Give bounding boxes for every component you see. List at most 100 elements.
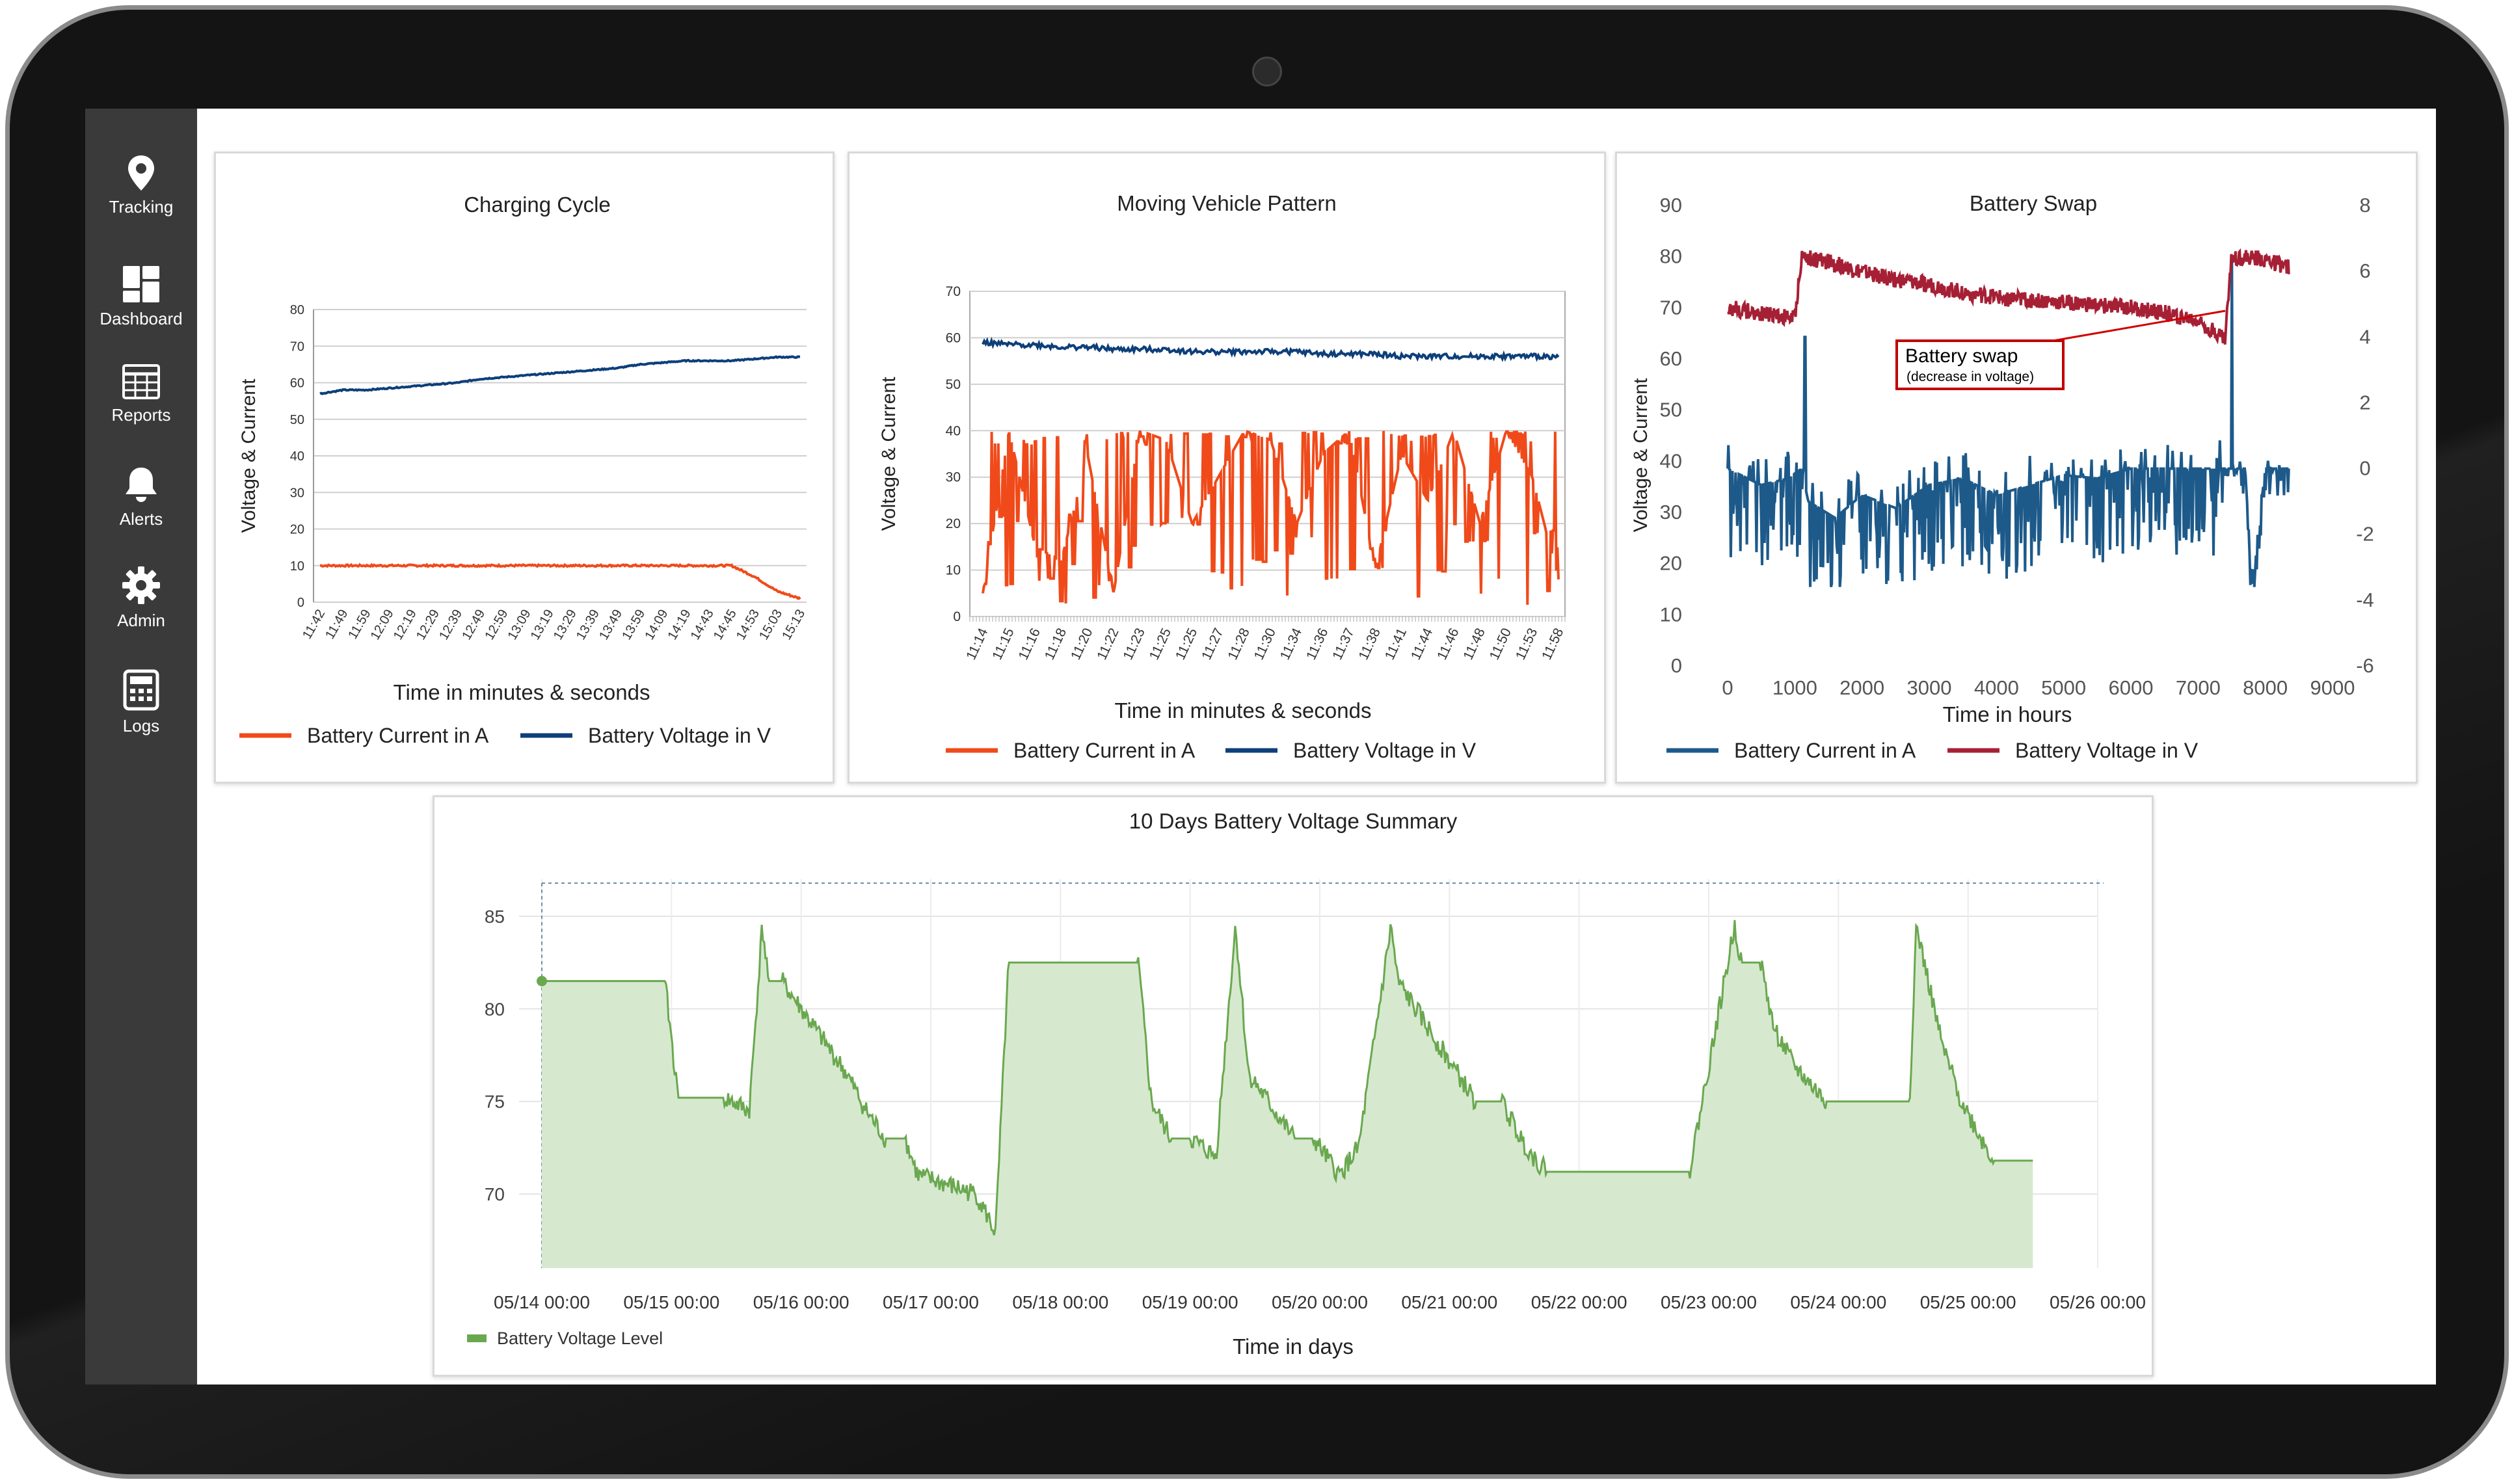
y2-tick-label: 8	[2359, 194, 2370, 217]
map-pin-icon	[128, 155, 154, 191]
legend-label: Battery Voltage in V	[1293, 739, 1477, 762]
sidebar-item-tracking[interactable]: Tracking	[85, 154, 197, 239]
x-tick-label: 0	[1722, 676, 1733, 699]
y-tick-label: 10	[1660, 603, 1682, 626]
x-tick-label: 1000	[1772, 676, 1817, 699]
x-tick-label: 05/14 00:00	[494, 1292, 590, 1312]
x-axis-label: Time in minutes & seconds	[394, 680, 650, 704]
annotation-subtext: (decrease in voltage)	[1906, 369, 2034, 384]
y-tick-label: 90	[1660, 194, 1682, 217]
sidebar-item-reports[interactable]: Reports	[85, 364, 197, 448]
camera-icon	[1252, 57, 1282, 86]
sidebar-item-label: Dashboard	[100, 309, 183, 328]
x-tick-label: 13:09	[505, 607, 534, 643]
x-tick-label: 11:25	[1173, 626, 1200, 662]
y-tick-label: 30	[946, 470, 961, 485]
y-tick-label: 0	[297, 596, 304, 610]
x-tick-label: 11:44	[1408, 626, 1436, 662]
voltage-summary-panel: 10 Days Battery Voltage Summary 70 75 80 85 0…	[433, 795, 2154, 1377]
bell-icon	[126, 468, 157, 502]
y-tick-label: 80	[290, 303, 304, 317]
sidebar-item-label: Alerts	[119, 509, 163, 529]
y-tick-label: 20	[946, 516, 961, 531]
x-tick-label: 11:16	[1016, 626, 1043, 662]
x-tick-label: 4000	[1974, 676, 2019, 699]
x-tick-label: 11:27	[1199, 626, 1226, 662]
y-axis-label: Voltage & Current	[1630, 378, 1651, 532]
chart-title: Battery Swap	[1970, 191, 2097, 215]
x-tick-label: 05/21 00:00	[1401, 1292, 1497, 1312]
x-tick-label: 13:49	[596, 607, 625, 643]
x-tick-label: 13:39	[574, 607, 602, 643]
sidebar-item-alerts[interactable]: Alerts	[85, 465, 197, 550]
x-tick-label: 11:41	[1382, 626, 1410, 662]
y-tick-label: 40	[1660, 449, 1682, 472]
legend-label: Battery Current in A	[1734, 739, 1916, 762]
x-tick-label: 05/16 00:00	[753, 1292, 849, 1312]
gear-icon	[122, 566, 160, 604]
y2-tick-label: -4	[2356, 589, 2374, 611]
chart-title: 10 Days Battery Voltage Summary	[1129, 809, 1458, 833]
x-tick-label: 11:22	[1094, 626, 1121, 662]
x-tick-label: 13:59	[619, 607, 648, 643]
x-tick-label: 11:20	[1068, 626, 1095, 662]
sidebar: Tracking Dashboard	[85, 109, 197, 1385]
sidebar-item-logs[interactable]: Logs	[85, 669, 197, 754]
annotation-box	[1895, 339, 2065, 390]
y2-tick-label: -6	[2356, 654, 2374, 677]
moving-vehicle-panel: Moving Vehicle Pattern 0 10 20 30 40 50 60 70 Vol…	[848, 152, 1606, 784]
x-tick-label: 13:29	[551, 607, 580, 643]
legend-swatch	[467, 1334, 487, 1342]
y-tick-label: 10	[290, 559, 304, 574]
chart-title: Charging Cycle	[464, 192, 611, 217]
sidebar-item-dashboard[interactable]: Dashboard	[85, 265, 197, 349]
y-tick-label: 60	[1660, 347, 1682, 370]
x-tick-label: 12:29	[414, 607, 442, 643]
y2-tick-label: 2	[2359, 391, 2370, 414]
x-tick-label: 11:23	[1120, 626, 1147, 662]
x-tick-label: 05/23 00:00	[1661, 1292, 1757, 1312]
charging-cycle-chart: Charging Cycle 0 10 20 30 40 50 60 70 80 Voltage &…	[238, 192, 808, 747]
sidebar-item-admin[interactable]: Admin	[85, 565, 197, 650]
sidebar-item-label: Tracking	[109, 197, 174, 217]
y-axis-label: Voltage & Current	[878, 377, 900, 531]
x-tick-label: 11:14	[963, 626, 991, 662]
x-tick-label: 11:28	[1225, 626, 1252, 662]
x-tick-label: 14:19	[665, 607, 694, 643]
battery-swap-panel: Battery Swap 0 10 20 30 40 50 60 70 80 90 -6 -4 -2 0 2 4…	[1615, 152, 2418, 784]
y-tick-label: 50	[290, 413, 304, 427]
x-tick-label: 6000	[2109, 676, 2154, 699]
y-axis-label: Voltage & Current	[238, 378, 260, 533]
x-tick-label: 11:18	[1042, 626, 1069, 662]
x-tick-label: 12:39	[436, 607, 465, 643]
y-tick-label: 80	[485, 999, 505, 1019]
legend-label: Battery Voltage Level	[497, 1329, 663, 1348]
y-tick-label: 0	[953, 609, 961, 624]
y-tick-label: 30	[290, 486, 304, 500]
legend-label: Battery Voltage in V	[2015, 739, 2199, 762]
moving-vehicle-chart: Moving Vehicle Pattern 0 10 20 30 40 50 60 70 Vol…	[878, 191, 1567, 762]
y2-tick-label: -2	[2356, 523, 2374, 546]
battery-swap-chart: Battery Swap0102030405060708090-6-4-2024…	[1630, 191, 2374, 762]
y-tick-label: 75	[485, 1092, 505, 1112]
x-tick-label: 11:50	[1487, 626, 1514, 662]
x-tick-label: 12:19	[391, 607, 420, 643]
sidebar-item-label: Reports	[111, 405, 171, 425]
series-line	[982, 336, 1560, 362]
y-tick-label: 40	[290, 449, 304, 464]
x-tick-label: 11:46	[1434, 626, 1462, 662]
x-tick-label: 12:49	[459, 607, 488, 643]
x-axis-label: Time in days	[1233, 1334, 1354, 1358]
voltage-summary-chart: 10 Days Battery Voltage Summary 70 75 80 85 0…	[467, 809, 2146, 1358]
x-tick-label: 5000	[2041, 676, 2086, 699]
x-tick-label: 05/25 00:00	[1920, 1292, 2016, 1312]
x-axis-label: Time in minutes & seconds	[1115, 698, 1372, 722]
y-tick-label: 30	[1660, 501, 1682, 523]
dashboard-content: Charging Cycle 0 10 20 30 40 50 60 70 80 Voltage &…	[197, 109, 2436, 1385]
dashboard-grid-icon	[123, 266, 159, 302]
y-tick-label: 70	[485, 1184, 505, 1204]
x-tick-label: 11:25	[1147, 626, 1174, 662]
x-tick-label: 11:49	[323, 607, 351, 642]
y-tick-label: 20	[290, 523, 304, 537]
y-tick-label: 50	[1660, 399, 1682, 421]
